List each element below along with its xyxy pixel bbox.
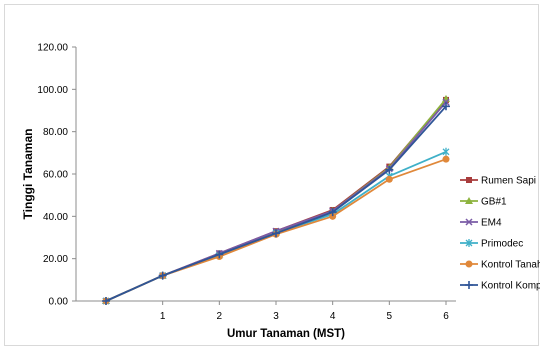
x-axis-title: Umur Tanaman (MST) [227,328,345,340]
legend-label-rumen-sapi: Rumen Sapi [481,176,536,187]
legend-marker-kontrol-kompos [465,281,473,289]
data-point-kontrol-tanah [329,212,337,220]
legend-marker-rumen-sapi [466,177,472,183]
legend-marker-kontrol-tanah [465,260,473,268]
legend-label-primodec: Primodec [481,239,523,250]
y-tick-label: 100.00 [37,85,68,96]
data-point-em4 [442,98,450,106]
data-point-kontrol-kompos [272,229,280,238]
legend-marker-primodec [465,239,473,247]
series-line-rumen-sapi [105,99,447,302]
y-tick-label: 0.00 [49,297,69,308]
y-tick-label: 120.00 [37,43,68,54]
legend-label-gb-1: GB#1 [481,197,507,208]
x-tick-label: 5 [387,311,393,322]
legend-marker-gb-1 [465,197,473,204]
x-tick-label: 1 [160,311,166,322]
data-point-kontrol-kompos [215,250,224,259]
y-axis-title: Tinggi Tanaman [21,129,35,220]
legend-label-em4: EM4 [481,218,502,229]
legend-label-kontrol-tanah: Kontrol Tanah [481,260,540,271]
series-line-gb-1 [105,98,447,302]
series-line-em4 [105,101,447,302]
x-tick-label: 3 [273,311,279,322]
legend-label-kontrol-kompos: Kontrol Kompos [481,281,540,292]
x-tick-label: 6 [443,311,449,322]
legend-marker-em4 [465,218,473,226]
y-tick-label: 80.00 [43,127,68,138]
data-point-kontrol-tanah [442,155,450,163]
data-point-kontrol-tanah [385,175,393,183]
line-chart: 0.00 20.00 40.00 60.00 80.00 100.00 120.00 1 2 3 4… [21,43,540,341]
data-point-primodec [442,147,450,156]
chart-frame: 0.00 20.00 40.00 60.00 80.00 100.00 120.00 1 2 3 4… [4,4,540,346]
data-point-kontrol-kompos [385,165,394,174]
x-tick-label: 4 [330,311,336,322]
series-line-kontrol-kompos [105,105,447,302]
data-point-kontrol-kompos [442,102,450,111]
data-point-kontrol-kompos [102,297,110,305]
data-point-kontrol-kompos [328,208,337,217]
y-tick-label: 40.00 [43,212,68,223]
x-tick-label: 2 [217,311,223,322]
y-tick-label: 60.00 [43,170,68,181]
data-point-kontrol-kompos [158,271,167,280]
y-tick-label: 20.00 [43,254,68,265]
